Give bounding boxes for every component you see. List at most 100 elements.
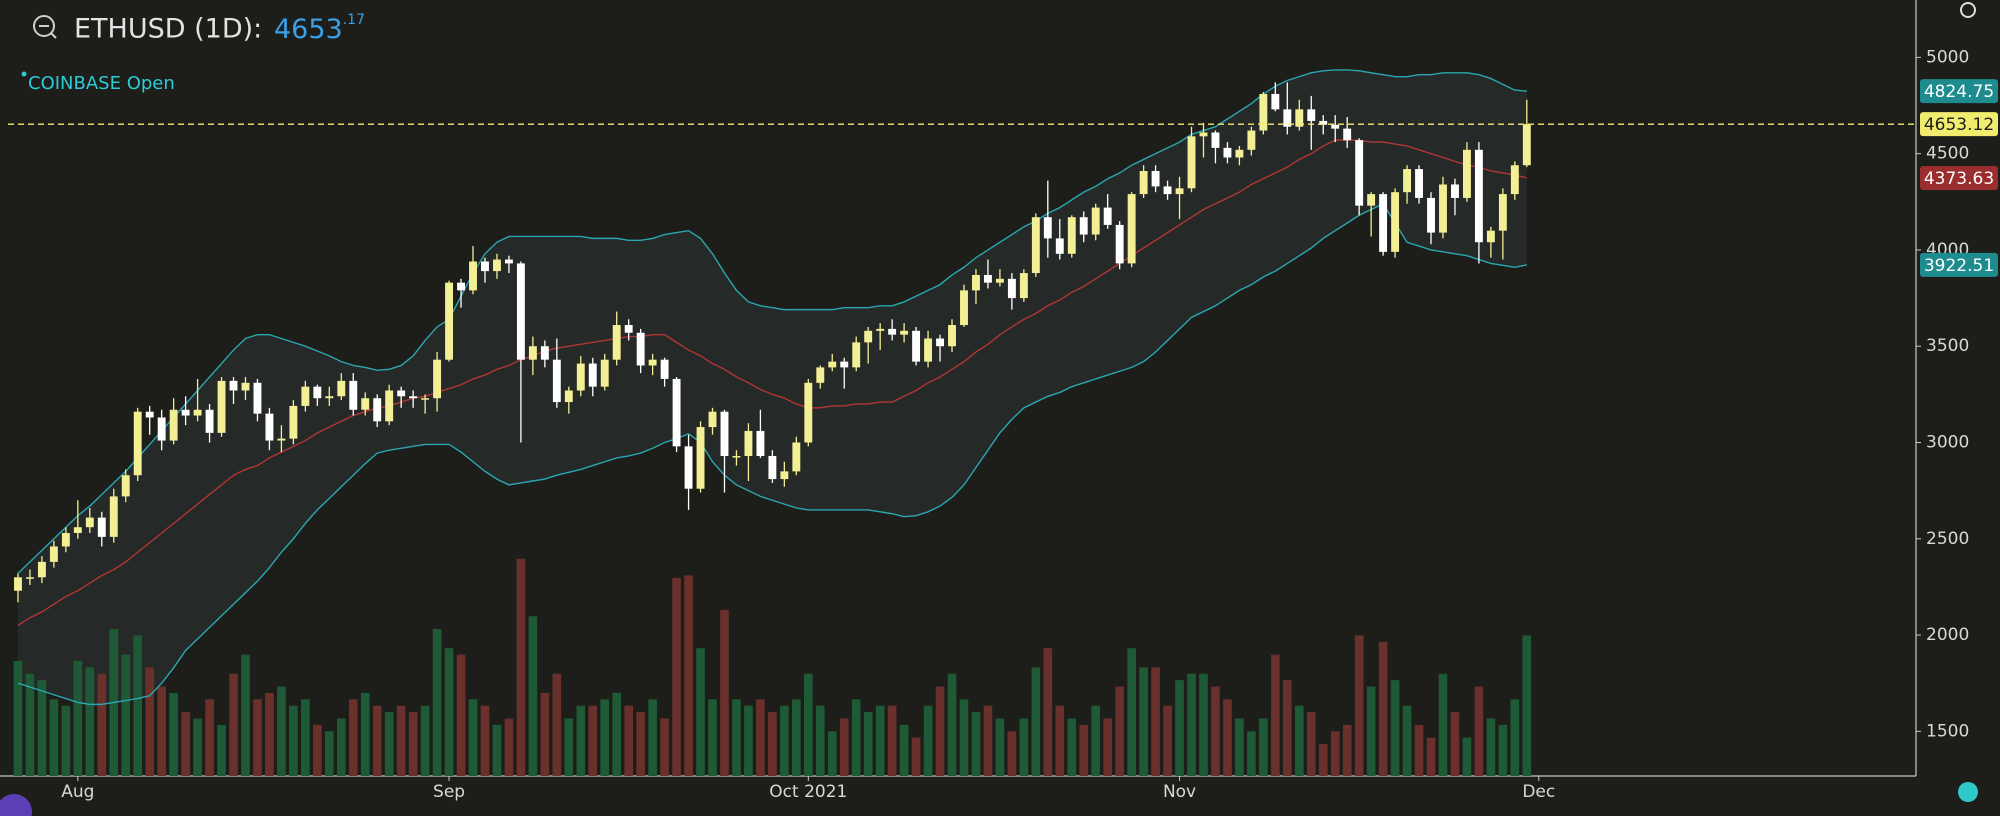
volume-bar xyxy=(768,712,777,776)
candle-body xyxy=(684,446,693,489)
volume-bar xyxy=(97,673,107,776)
volume-bar xyxy=(600,699,610,776)
candle-body xyxy=(1043,217,1052,239)
candle-body xyxy=(624,325,633,333)
status-indicator xyxy=(1958,782,1978,802)
volume-bar xyxy=(289,705,298,776)
candle-body xyxy=(1379,194,1388,252)
volume-bar xyxy=(396,705,406,776)
volume-bar xyxy=(851,699,861,776)
candle-body xyxy=(1415,169,1423,198)
volume-bar xyxy=(121,654,131,776)
x-tick-label: Oct 2021 xyxy=(769,782,847,802)
candle-body xyxy=(936,338,944,347)
candle-body xyxy=(780,471,789,480)
volume-bar xyxy=(1199,673,1208,776)
gear xyxy=(1960,2,1976,18)
volume-bar xyxy=(73,660,83,776)
volume-bar xyxy=(1115,686,1124,776)
band-line xyxy=(17,202,1527,706)
volume-bar xyxy=(576,705,586,776)
volume-bar xyxy=(49,699,59,776)
volume-bar xyxy=(253,699,262,776)
candle-body xyxy=(349,380,358,410)
candle-body xyxy=(768,455,777,480)
volume-bar xyxy=(1498,724,1508,776)
candle-body xyxy=(1235,149,1244,158)
candle-body xyxy=(1127,194,1136,264)
candle-body xyxy=(169,409,178,441)
candle-body xyxy=(1522,124,1531,166)
candle-body xyxy=(948,325,956,347)
candle-body xyxy=(732,455,741,458)
volume-bar xyxy=(1330,731,1340,776)
candle-body xyxy=(816,367,825,383)
candle-body xyxy=(421,398,430,400)
symbol: ETHUSD (1D): xyxy=(74,14,262,45)
candle-body xyxy=(960,290,968,326)
volume-bar xyxy=(708,699,717,776)
volume-bar xyxy=(61,705,71,776)
volume-bar xyxy=(1462,737,1472,776)
volume-bar xyxy=(971,712,981,776)
candle-body xyxy=(1474,149,1483,243)
candle-body xyxy=(1486,230,1495,243)
volume-bar xyxy=(1163,705,1172,776)
candle-body xyxy=(109,496,118,537)
candle-body xyxy=(552,359,561,403)
volume-bar xyxy=(1486,718,1496,776)
candle-body xyxy=(1510,165,1519,195)
volume-bar xyxy=(1366,686,1376,776)
candle-body xyxy=(157,417,166,441)
candle-body xyxy=(660,359,669,379)
candle-body xyxy=(1055,238,1064,254)
volume-bar xyxy=(612,692,622,776)
volume-bar xyxy=(935,686,945,776)
y-tick-label: 3000 xyxy=(1926,432,1969,452)
candle-body xyxy=(1271,93,1280,110)
candle-body xyxy=(277,438,286,441)
candle-body xyxy=(983,274,992,283)
candle-body xyxy=(1355,140,1364,206)
candle-body xyxy=(1091,207,1100,235)
volume-bar xyxy=(1211,686,1220,776)
volume-bar xyxy=(241,654,250,776)
logo-button[interactable] xyxy=(0,794,32,816)
volume-bar xyxy=(863,712,873,776)
y-tick-label: 2500 xyxy=(1926,529,1969,549)
candle-body xyxy=(1259,93,1268,131)
volume-bar xyxy=(277,686,286,776)
y-tick-label: 3500 xyxy=(1926,336,1969,356)
search-icon[interactable] xyxy=(33,15,55,37)
candle-body xyxy=(409,396,418,399)
volume-bar xyxy=(37,680,47,776)
y-tick-label: 2000 xyxy=(1926,625,1969,645)
volume-bar xyxy=(959,699,969,776)
volume-bar xyxy=(1055,705,1065,776)
candle-body xyxy=(672,378,681,447)
volume-bar xyxy=(983,705,993,776)
volume-bar xyxy=(636,712,645,776)
price-tag-label: 3922.51 xyxy=(1924,256,1994,276)
candle-body xyxy=(61,532,70,547)
volume-bar xyxy=(1139,667,1148,776)
volume-bar xyxy=(1007,731,1017,776)
volume-bar xyxy=(205,699,214,776)
candle-body xyxy=(1343,128,1352,141)
volume-bar xyxy=(516,558,526,776)
volume-bar xyxy=(947,673,957,776)
volume-bar xyxy=(827,731,837,776)
candle-body xyxy=(588,363,597,387)
settings-icon[interactable] xyxy=(1960,2,1976,18)
candle-body xyxy=(253,382,262,414)
candle-body xyxy=(792,442,801,472)
volume-bar xyxy=(1127,648,1136,776)
candle-body xyxy=(840,361,849,368)
candle-body xyxy=(1283,109,1292,127)
candle-body xyxy=(1079,217,1088,235)
volume-bar xyxy=(1175,680,1184,776)
candle-body xyxy=(337,380,346,397)
candle-body xyxy=(1451,184,1459,198)
candle-body xyxy=(1223,147,1232,158)
candle-body xyxy=(1403,169,1412,193)
